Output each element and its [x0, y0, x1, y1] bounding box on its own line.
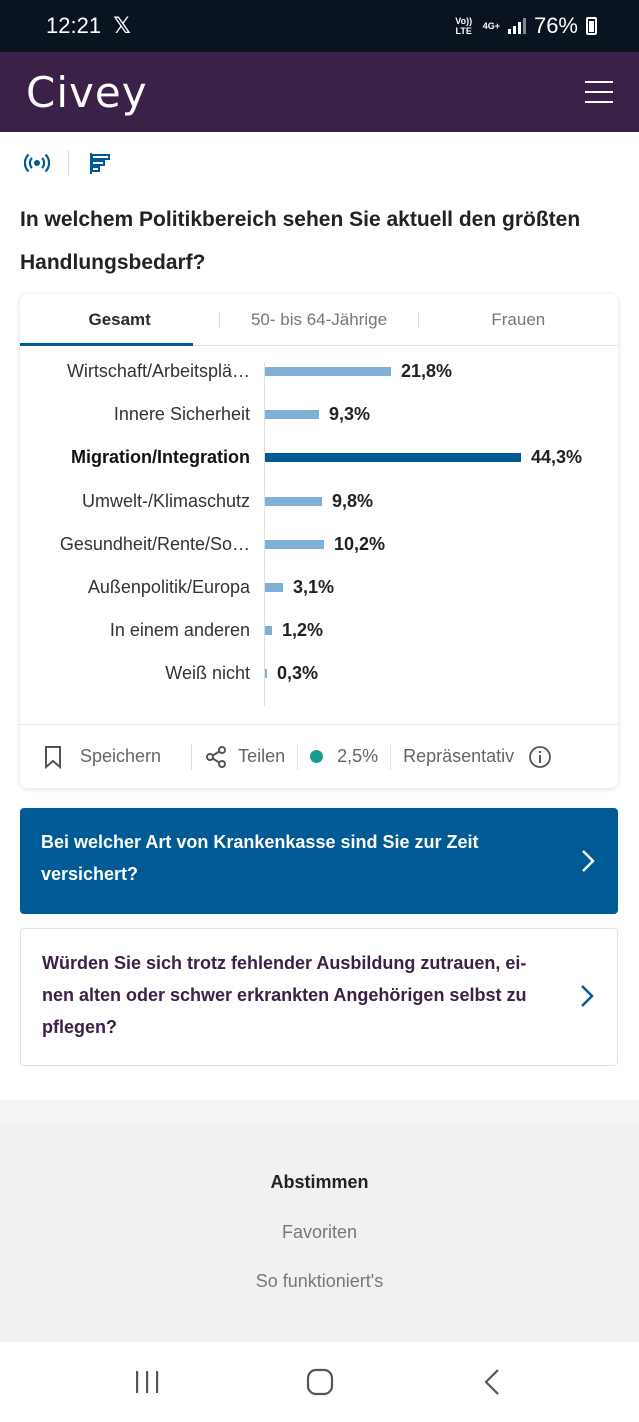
- margin-of-error: 2,5%: [310, 746, 378, 767]
- poll-question: In welchem Politikbereich sehen Sie aktu…: [20, 208, 581, 274]
- related-poll-text: Bei welcher Art von Krankenkasse sind Si…: [41, 832, 479, 884]
- chart-bar: [265, 496, 322, 506]
- page-footer: Abstimmen Favoriten So funktioniert's: [0, 1126, 639, 1342]
- chart-category-label: Innere Sicherheit: [113, 404, 250, 425]
- status-dot-icon: [310, 750, 324, 763]
- tab-gesamt[interactable]: Gesamt: [20, 294, 219, 346]
- home-icon[interactable]: [305, 1367, 335, 1397]
- civey-logo[interactable]: Civey: [26, 67, 148, 117]
- chart-value-label: 9,3%: [329, 404, 371, 425]
- toolbar: [24, 150, 113, 176]
- chart-bar: [265, 539, 324, 549]
- representative-info[interactable]: Repräsentativ: [403, 745, 552, 769]
- chart-row: Wirtschaft/Arbeitsplä… 21,8%: [20, 356, 618, 386]
- app-header: Civey: [0, 52, 639, 132]
- share-button[interactable]: Teilen: [204, 745, 285, 769]
- chart-row: In einem anderen 1,2%: [20, 615, 618, 645]
- tab-divider: [418, 312, 419, 328]
- chart-category-label: Migration/Integration: [71, 447, 250, 468]
- battery-level: 76%: [533, 13, 578, 38]
- chart-bar: [265, 626, 272, 636]
- network-indicator: 4G+: [482, 21, 500, 31]
- chart-row: Weiß nicht 0,3%: [20, 658, 618, 688]
- chart-bar: [265, 367, 391, 376]
- info-icon[interactable]: [528, 745, 552, 769]
- chart-category-label: Gesundheit/Rente/So…: [59, 533, 250, 554]
- chart-row: Außenpolitik/Europa 3,1%: [20, 572, 618, 602]
- related-poll-text: Würden Sie sich trotz fehlender Ausbildu…: [42, 953, 527, 1037]
- footer-link-favorites[interactable]: Favoriten: [281, 1222, 358, 1242]
- footer-divider: [297, 743, 299, 770]
- main-content: In welchem Politikbereich sehen Sie aktu…: [0, 132, 639, 1100]
- chart-bar: [265, 453, 521, 463]
- clock: 12:21: [46, 13, 102, 38]
- margin-value: 2,5%: [337, 746, 379, 766]
- chart-value-label: 1,2%: [282, 620, 324, 641]
- back-icon[interactable]: [478, 1367, 508, 1397]
- representative-label: Repräsentativ: [403, 746, 515, 766]
- chevron-right-icon: [582, 850, 595, 872]
- chart-row: Innere Sicherheit 9,3%: [20, 399, 618, 429]
- tab-age-50-64[interactable]: 50- bis 64-Jährige: [250, 309, 388, 329]
- system-nav-bar: [0, 1342, 639, 1422]
- footer-divider: [191, 743, 193, 770]
- poll-result-card: Gesamt 50- bis 64-Jährige Frauen Wirtsch…: [20, 294, 618, 788]
- bookmark-icon: [45, 745, 61, 769]
- chart-bar: [265, 410, 319, 420]
- chart-value-label: 10,2%: [334, 533, 386, 554]
- chart-category-label: Umwelt-/Klimaschutz: [81, 490, 250, 511]
- related-poll-card[interactable]: Würden Sie sich trotz fehlender Ausbildu…: [20, 928, 618, 1066]
- chart-row: Migration/Integration 44,3%: [20, 442, 618, 472]
- chart-axis: [264, 362, 265, 706]
- chart-category-label: In einem anderen: [109, 620, 250, 641]
- signal-icon: [507, 18, 526, 34]
- chart-value-label: 44,3%: [531, 447, 583, 468]
- chart-category-label: Weiß nicht: [165, 663, 250, 684]
- tab-divider: [219, 312, 220, 328]
- chart-bar: [265, 583, 283, 592]
- chart-row: Gesundheit/Rente/So… 10,2%: [20, 529, 618, 559]
- chart-value-label: 9,8%: [332, 490, 374, 511]
- chart-value-label: 0,3%: [277, 663, 319, 684]
- chart-category-label: Wirtschaft/Arbeitsplä…: [66, 361, 250, 381]
- chart-value-label: 3,1%: [293, 577, 335, 597]
- chart-category-label: Außenpolitik/Europa: [87, 577, 250, 597]
- menu-icon[interactable]: [585, 81, 613, 103]
- toolbar-divider: [68, 150, 69, 176]
- share-icon: [206, 745, 227, 768]
- segment-tabs: Gesamt 50- bis 64-Jährige Frauen: [20, 294, 618, 346]
- related-poll-card[interactable]: Bei welcher Art von Krankenkasse sind Si…: [20, 808, 618, 914]
- save-button[interactable]: Speichern: [42, 745, 161, 769]
- chevron-right-icon: [581, 985, 594, 1007]
- results-bar-chart: Wirtschaft/Arbeitsplä… 21,8% Innere Sicher…: [20, 356, 618, 706]
- tab-frauen[interactable]: Frauen: [491, 309, 546, 329]
- status-bar: 12:21 𝕏 Vo)) LTE 4G+ 76%: [0, 0, 639, 52]
- share-label: Teilen: [238, 746, 286, 766]
- chart-row: Umwelt-/Klimaschutz 9,8%: [20, 486, 618, 516]
- chart-value-label: 21,8%: [401, 361, 453, 381]
- save-label: Speichern: [80, 746, 162, 766]
- live-broadcast-icon[interactable]: [24, 150, 50, 176]
- chart-bar: [265, 669, 267, 679]
- x-app-icon: 𝕏: [113, 13, 131, 38]
- volte-indicator: Vo)) LTE: [455, 16, 473, 36]
- footer-link-vote[interactable]: Abstimmen: [270, 1172, 369, 1192]
- bar-chart-icon[interactable]: [87, 150, 113, 176]
- battery-icon: [586, 17, 597, 35]
- card-actions: Speichern Teilen 2,5% Repräsent: [20, 724, 618, 788]
- footer-link-how-it-works[interactable]: So funktioniert's: [255, 1271, 384, 1291]
- recent-apps-icon[interactable]: [132, 1368, 162, 1396]
- footer-divider: [390, 743, 392, 770]
